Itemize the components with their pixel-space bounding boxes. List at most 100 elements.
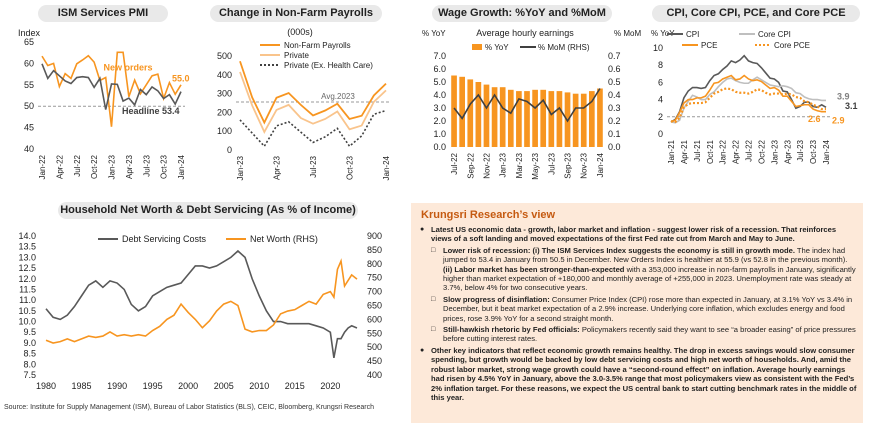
view-subbullet-fed: Still-hawkish rhetoric by Fed officials:… xyxy=(419,325,857,344)
x-tick-label: Jul-22 xyxy=(745,139,754,161)
y-tick-label: 100 xyxy=(217,126,232,136)
chart-unit-label: (000s) xyxy=(287,27,313,37)
series-line-0 xyxy=(239,60,387,125)
x-tick-label: Apr-22 xyxy=(55,154,64,179)
ism-chart-title: ISM Services PMI xyxy=(38,5,168,22)
y-tick-label: 11.5 xyxy=(19,284,36,294)
y-tick-label: 2.0 xyxy=(433,116,446,126)
x-tick-label: Jan-24 xyxy=(822,139,831,164)
series-line-debt xyxy=(45,249,358,359)
bar-yoy xyxy=(572,93,579,147)
x-tick-label: Oct-23 xyxy=(346,155,355,180)
y-tick-label: 12.0 xyxy=(18,274,36,284)
y-tick-label: 700 xyxy=(367,287,382,297)
sub-text: The index had jumped to 53.4 in January … xyxy=(443,245,848,265)
y-tick-label: 6.0 xyxy=(433,64,446,74)
x-tick-label: Jul-23 xyxy=(309,155,318,177)
inflation-chart: % YoY 0 2 4 6 8 10 CPI Core CPI PCE Core PCE 3.93.1… xyxy=(651,29,858,164)
y-tick-label: 0.3 xyxy=(608,103,621,113)
legend-label: Core PCE xyxy=(774,41,810,50)
y-tick-label: 4 xyxy=(658,95,663,105)
bar-yoy xyxy=(548,91,555,147)
hh-chart-title: Household Net Worth & Debt Servicing (As… xyxy=(58,202,358,219)
x-tick-label: Jan-21 xyxy=(667,139,676,164)
legend-label: Net Worth (RHS) xyxy=(250,234,318,244)
y-tick-label: 9.0 xyxy=(23,338,36,348)
y-tick-label: 200 xyxy=(217,107,232,117)
x-tick-label: 1985 xyxy=(72,381,92,391)
view-bullet-2: Other key indicators that reflect econom… xyxy=(419,346,857,402)
y-tick-label: 10.0 xyxy=(18,317,36,327)
y-tick-label: 300 xyxy=(217,89,232,99)
y-axis-label: % YoY xyxy=(422,29,446,38)
x-tick-label: 2005 xyxy=(214,381,234,391)
bar-yoy xyxy=(597,88,603,147)
x-tick-label: 2010 xyxy=(249,381,269,391)
y-tick-label: 900 xyxy=(367,231,382,241)
y-axis-label: % YoY xyxy=(651,29,675,38)
y-tick-label: 0.5 xyxy=(608,77,621,87)
y-tick-label: 400 xyxy=(367,370,382,380)
x-tick-label: Nov-22 xyxy=(482,152,491,178)
x-tick-label: Apr-23 xyxy=(273,155,282,180)
y-tick-label: 450 xyxy=(367,356,382,366)
y-tick-label: 7.5 xyxy=(23,370,36,380)
x-tick-label: Oct-23 xyxy=(160,154,169,179)
annotation-headline: Headline 53.4 xyxy=(122,106,180,116)
sub-text: Policymakers recently said they want to … xyxy=(443,325,856,344)
y-tick-label: 8.5 xyxy=(23,349,36,359)
x-tick-label: Oct-22 xyxy=(90,154,99,179)
wage-chart-title: Wage Growth: %YoY and %MoM xyxy=(432,5,612,22)
x-tick-label: Sep-22 xyxy=(466,152,475,178)
legend-label: CPI xyxy=(686,30,699,39)
household-networth-chart: 7.58.08.59.09.510.010.511.011.512.012.51… xyxy=(18,231,382,391)
x-tick-label: Oct-22 xyxy=(757,139,766,164)
bar-yoy xyxy=(499,87,506,147)
annotation-core-cpi: 3.9 xyxy=(837,92,850,102)
wage-growth-chart: % YoY % MoM Average hourly earnings 0.0 1.0 2… xyxy=(422,28,641,180)
legend-label: Non-Farm Payrolls xyxy=(284,41,351,50)
legend-swatch xyxy=(472,44,482,50)
view-subbullet-disinflation: Slow progress of disinflation: Consumer … xyxy=(419,295,857,323)
average-label: Avg.2023 xyxy=(321,92,355,101)
bar-yoy xyxy=(467,79,474,147)
series-line-1 xyxy=(239,71,387,134)
y-tick-label: 4.0 xyxy=(433,90,446,100)
y-tick-label: 13.5 xyxy=(18,242,36,252)
y-tick-label: 12.5 xyxy=(18,263,36,273)
ism-services-pmi-chart: Index 40 45 50 55 60 65 Jan-22 Apr-22 Jul-22 Oct-2… xyxy=(18,28,190,179)
y-tick-label: 13.0 xyxy=(18,252,36,262)
x-tick-label: Apr-23 xyxy=(783,139,792,164)
x-tick-label: Jul-21 xyxy=(693,139,702,161)
y-tick-label: 0.0 xyxy=(608,142,621,152)
x-tick-label: 1990 xyxy=(107,381,127,391)
x-tick-label: Jul-22 xyxy=(450,152,459,174)
bar-yoy xyxy=(491,87,498,147)
x-tick-label: Jul-22 xyxy=(73,154,82,176)
series-line-mom xyxy=(453,88,601,123)
y-tick-label: 45 xyxy=(24,123,34,133)
cpi-chart-title: CPI, Core CPI, PCE, and Core PCE xyxy=(652,5,860,22)
y-tick-label: 500 xyxy=(367,342,382,352)
y-tick-label: 0.6 xyxy=(608,64,621,74)
view-heading: Krungsri Research’s view xyxy=(421,209,556,221)
series-line-1 xyxy=(670,76,826,124)
x-tick-label: Jul-23 xyxy=(142,154,151,176)
legend-label: % MoM (RHS) xyxy=(538,43,590,52)
bar-yoy xyxy=(524,91,530,147)
x-tick-label: Jan-24 xyxy=(177,154,186,179)
x-tick-label: 2020 xyxy=(320,381,340,391)
x-tick-label: Mar-23 xyxy=(515,152,524,178)
bar-yoy xyxy=(540,89,547,147)
series-line-2 xyxy=(239,109,387,148)
y-tick-label: 550 xyxy=(367,328,382,338)
x-tick-label: Jan-23 xyxy=(770,139,779,164)
sub-lead: (ii) Labor market has been stronger-than… xyxy=(443,264,625,274)
legend-label: % YoY xyxy=(485,43,509,52)
series-line-3 xyxy=(670,87,826,124)
y-tick-label: 60 xyxy=(24,58,34,68)
y-tick-label: 8 xyxy=(658,60,663,70)
bar-yoy xyxy=(580,93,587,147)
y-tick-label: 50 xyxy=(24,101,34,111)
legend-label: Private (Ex. Health Care) xyxy=(284,61,373,70)
